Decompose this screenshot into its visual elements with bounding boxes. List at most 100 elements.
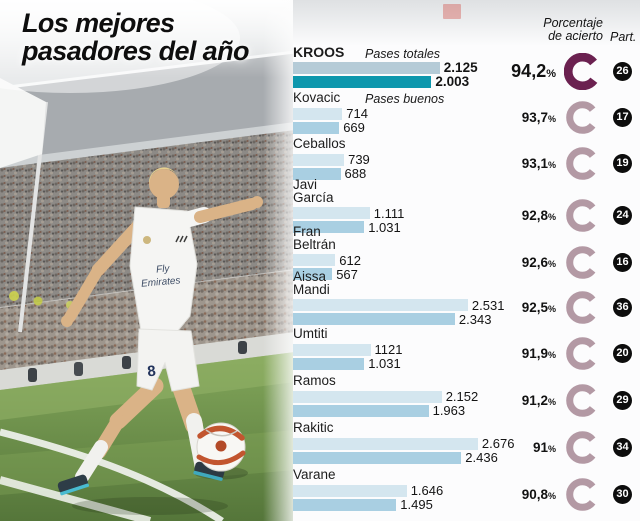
chart-panel: Porcentaje de acierto Part. Pases totales…: [293, 0, 640, 521]
good-passes-value: 1.963: [432, 403, 466, 418]
donut-ring-icon: [566, 245, 599, 279]
row-stats: 94,2% 26: [498, 52, 632, 90]
accuracy-donut: [564, 100, 601, 134]
good-passes-bar: [293, 451, 462, 464]
accuracy-donut: [564, 146, 601, 180]
good-passes-bar: [293, 268, 333, 280]
player-name: Rakitic: [293, 420, 334, 435]
accuracy-percent: 92,5%: [521, 299, 556, 315]
accuracy-donut: [564, 383, 601, 417]
page-title: Los mejores pasadores del año: [22, 8, 249, 66]
accuracy-percent: 91%: [532, 439, 556, 455]
player-name: Ceballos: [293, 136, 346, 151]
pass-bars: 2.125 2.003: [293, 60, 640, 89]
good-passes-bar: [293, 404, 429, 417]
total-passes-value: 2.676: [481, 436, 515, 451]
good-passes-value: 2.436: [465, 450, 498, 465]
jersey-sponsor-line1: Fly: [156, 263, 171, 275]
accuracy-percent: 93,1%: [521, 155, 556, 171]
accuracy-percent: 94,2%: [511, 60, 556, 81]
photo-haze: [293, 0, 640, 46]
donut-ring-icon: [566, 430, 599, 464]
good-passes-bar: [293, 313, 455, 325]
total-passes-value: 1121: [374, 342, 403, 357]
matches-badge: 19: [613, 153, 632, 173]
player-head: [149, 169, 179, 199]
player-name: Umtiti: [293, 326, 328, 341]
total-passes-value: 1.111: [373, 205, 405, 221]
good-passes-value: 1.031: [368, 356, 401, 371]
accuracy-donut: [564, 245, 601, 279]
total-passes-bar: [293, 207, 370, 219]
accuracy-donut: [564, 430, 601, 464]
accuracy-percent: 90,8%: [521, 486, 556, 502]
total-passes-bar: [293, 343, 371, 356]
row-stats: 92,6% 16: [498, 243, 632, 281]
pass-bars: 1.646 1.495: [293, 483, 640, 512]
total-passes-value: 1.646: [410, 483, 444, 498]
donut-ring-icon: [566, 146, 599, 180]
accuracy-percent: 91,9%: [521, 345, 556, 361]
accuracy-donut: [564, 198, 601, 232]
corner-flag: [0, 78, 46, 168]
pass-bars: 2.676 2.436: [293, 436, 640, 465]
pass-bars: 2.531 2.343: [293, 297, 640, 327]
legend-total-passes: Pases totales: [365, 47, 441, 61]
player-name: Varane: [293, 467, 336, 482]
club-crest: [143, 236, 151, 244]
pass-bars: 739 688: [293, 152, 640, 181]
shorts: [136, 328, 200, 392]
total-passes-bar: [293, 437, 478, 450]
total-passes-value: 2.125: [443, 60, 478, 75]
pass-bars: 714 669: [293, 106, 640, 135]
total-passes-value: 2.531: [471, 297, 505, 313]
player-row: Javi García 1.111 1.031 92,8% 24: [293, 178, 640, 235]
matches-badge: 29: [613, 390, 632, 410]
donut-ring-icon: [566, 383, 599, 417]
accuracy-percent: 93,7%: [521, 109, 556, 125]
soccer-ball: [196, 422, 246, 472]
matches-badge: 34: [613, 437, 632, 457]
donut-ring-icon: [566, 336, 599, 370]
row-stats: 91,9% 20: [498, 334, 632, 372]
player-name: Ramos: [293, 373, 336, 388]
donut-ring-icon: [566, 477, 599, 511]
good-passes-bar: [293, 75, 432, 88]
player-figure: Fly Emirates 8: [57, 167, 263, 496]
total-passes-bar: [293, 299, 468, 311]
player-name: KROOS: [293, 44, 345, 60]
jersey-sponsor-line2: Emirates: [141, 275, 181, 289]
good-passes-bar: [293, 121, 340, 134]
player-row: KROOS 2.125 2.003 94,2% 26: [293, 44, 640, 90]
row-stats: 91% 34: [498, 428, 632, 466]
total-passes-value: 739: [348, 152, 370, 167]
total-passes-bar: [293, 254, 336, 266]
good-passes-value: 1.031: [368, 219, 401, 235]
total-passes-bar: [293, 61, 440, 74]
accuracy-percent: 92,8%: [521, 207, 556, 223]
brand-stripes-icon: [175, 235, 188, 243]
good-passes-bar: [293, 357, 365, 370]
player-row: Umtiti 1121 1.031 91,9% 20: [293, 326, 640, 372]
total-passes-value: 714: [346, 106, 368, 121]
total-passes-value: 2.152: [445, 389, 479, 404]
player-row: Fran Beltrán 612 567 92,6% 16: [293, 225, 640, 282]
total-passes-bar: [293, 153, 345, 166]
accuracy-donut: [564, 52, 601, 90]
row-stats: 93,1% 19: [498, 144, 632, 182]
donut-ring-icon: [566, 290, 599, 324]
player-row: Ramos 2.152 1.963 91,2% 29: [293, 373, 640, 419]
background-banner-chip: [443, 4, 461, 19]
player-row: Rakitic 2.676 2.436 91% 34: [293, 420, 640, 466]
player-row: Varane 1.646 1.495 90,8% 30: [293, 467, 640, 513]
matches-badge: 26: [613, 61, 632, 81]
shorts-number: 8: [146, 363, 156, 381]
good-passes-value: 2.003: [435, 74, 470, 89]
player-name: Kovacic: [293, 90, 341, 105]
donut-ring-icon: [564, 52, 601, 90]
player-name: Aissa Mandi: [293, 269, 330, 297]
good-passes-value: 1.495: [400, 497, 433, 512]
donut-ring-icon: [566, 198, 599, 232]
row-stats: 92,8% 24: [498, 196, 632, 234]
